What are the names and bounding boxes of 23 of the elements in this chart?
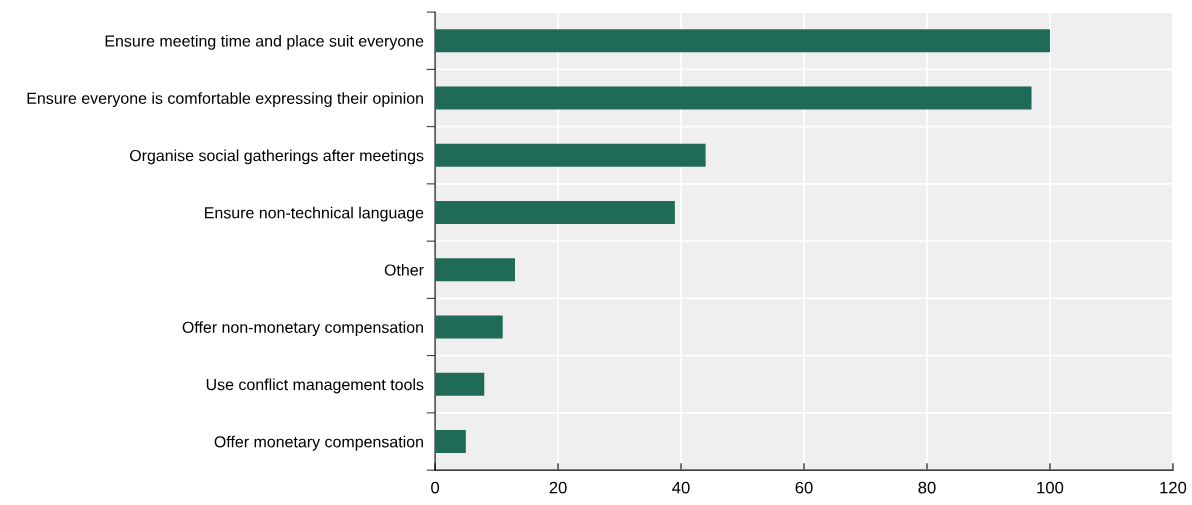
bar	[435, 201, 675, 224]
bar	[435, 258, 516, 282]
y-tick-label: Ensure meeting time and place suit everyone	[105, 34, 424, 50]
bar	[435, 86, 1032, 110]
x-tick-label: 80	[918, 481, 936, 494]
y-tick-label: Use conflict management tools	[206, 378, 424, 394]
y-tick-label: Offer monetary compensation	[214, 435, 423, 451]
bar	[435, 29, 1050, 53]
y-tick-label: Offer non-monetary compensation	[182, 321, 423, 337]
x-tick-label: 0	[431, 481, 440, 494]
bar	[435, 430, 466, 453]
bar	[435, 315, 503, 339]
y-tick-label: Ensure everyone is comfortable expressing their opinion	[27, 92, 423, 108]
x-tick-label: 120	[1160, 481, 1187, 494]
x-tick-label: 100	[1037, 481, 1064, 494]
y-tick-label: Other	[384, 263, 424, 276]
x-tick-label: 20	[549, 481, 567, 494]
x-tick-label: 60	[795, 481, 813, 494]
bar	[435, 143, 706, 167]
y-tick-label: Organise social gatherings after meetings	[129, 149, 424, 165]
y-tick-label: Ensure non-technical language	[205, 206, 424, 222]
x-tick-label: 40	[672, 481, 690, 494]
bar	[435, 372, 485, 396]
